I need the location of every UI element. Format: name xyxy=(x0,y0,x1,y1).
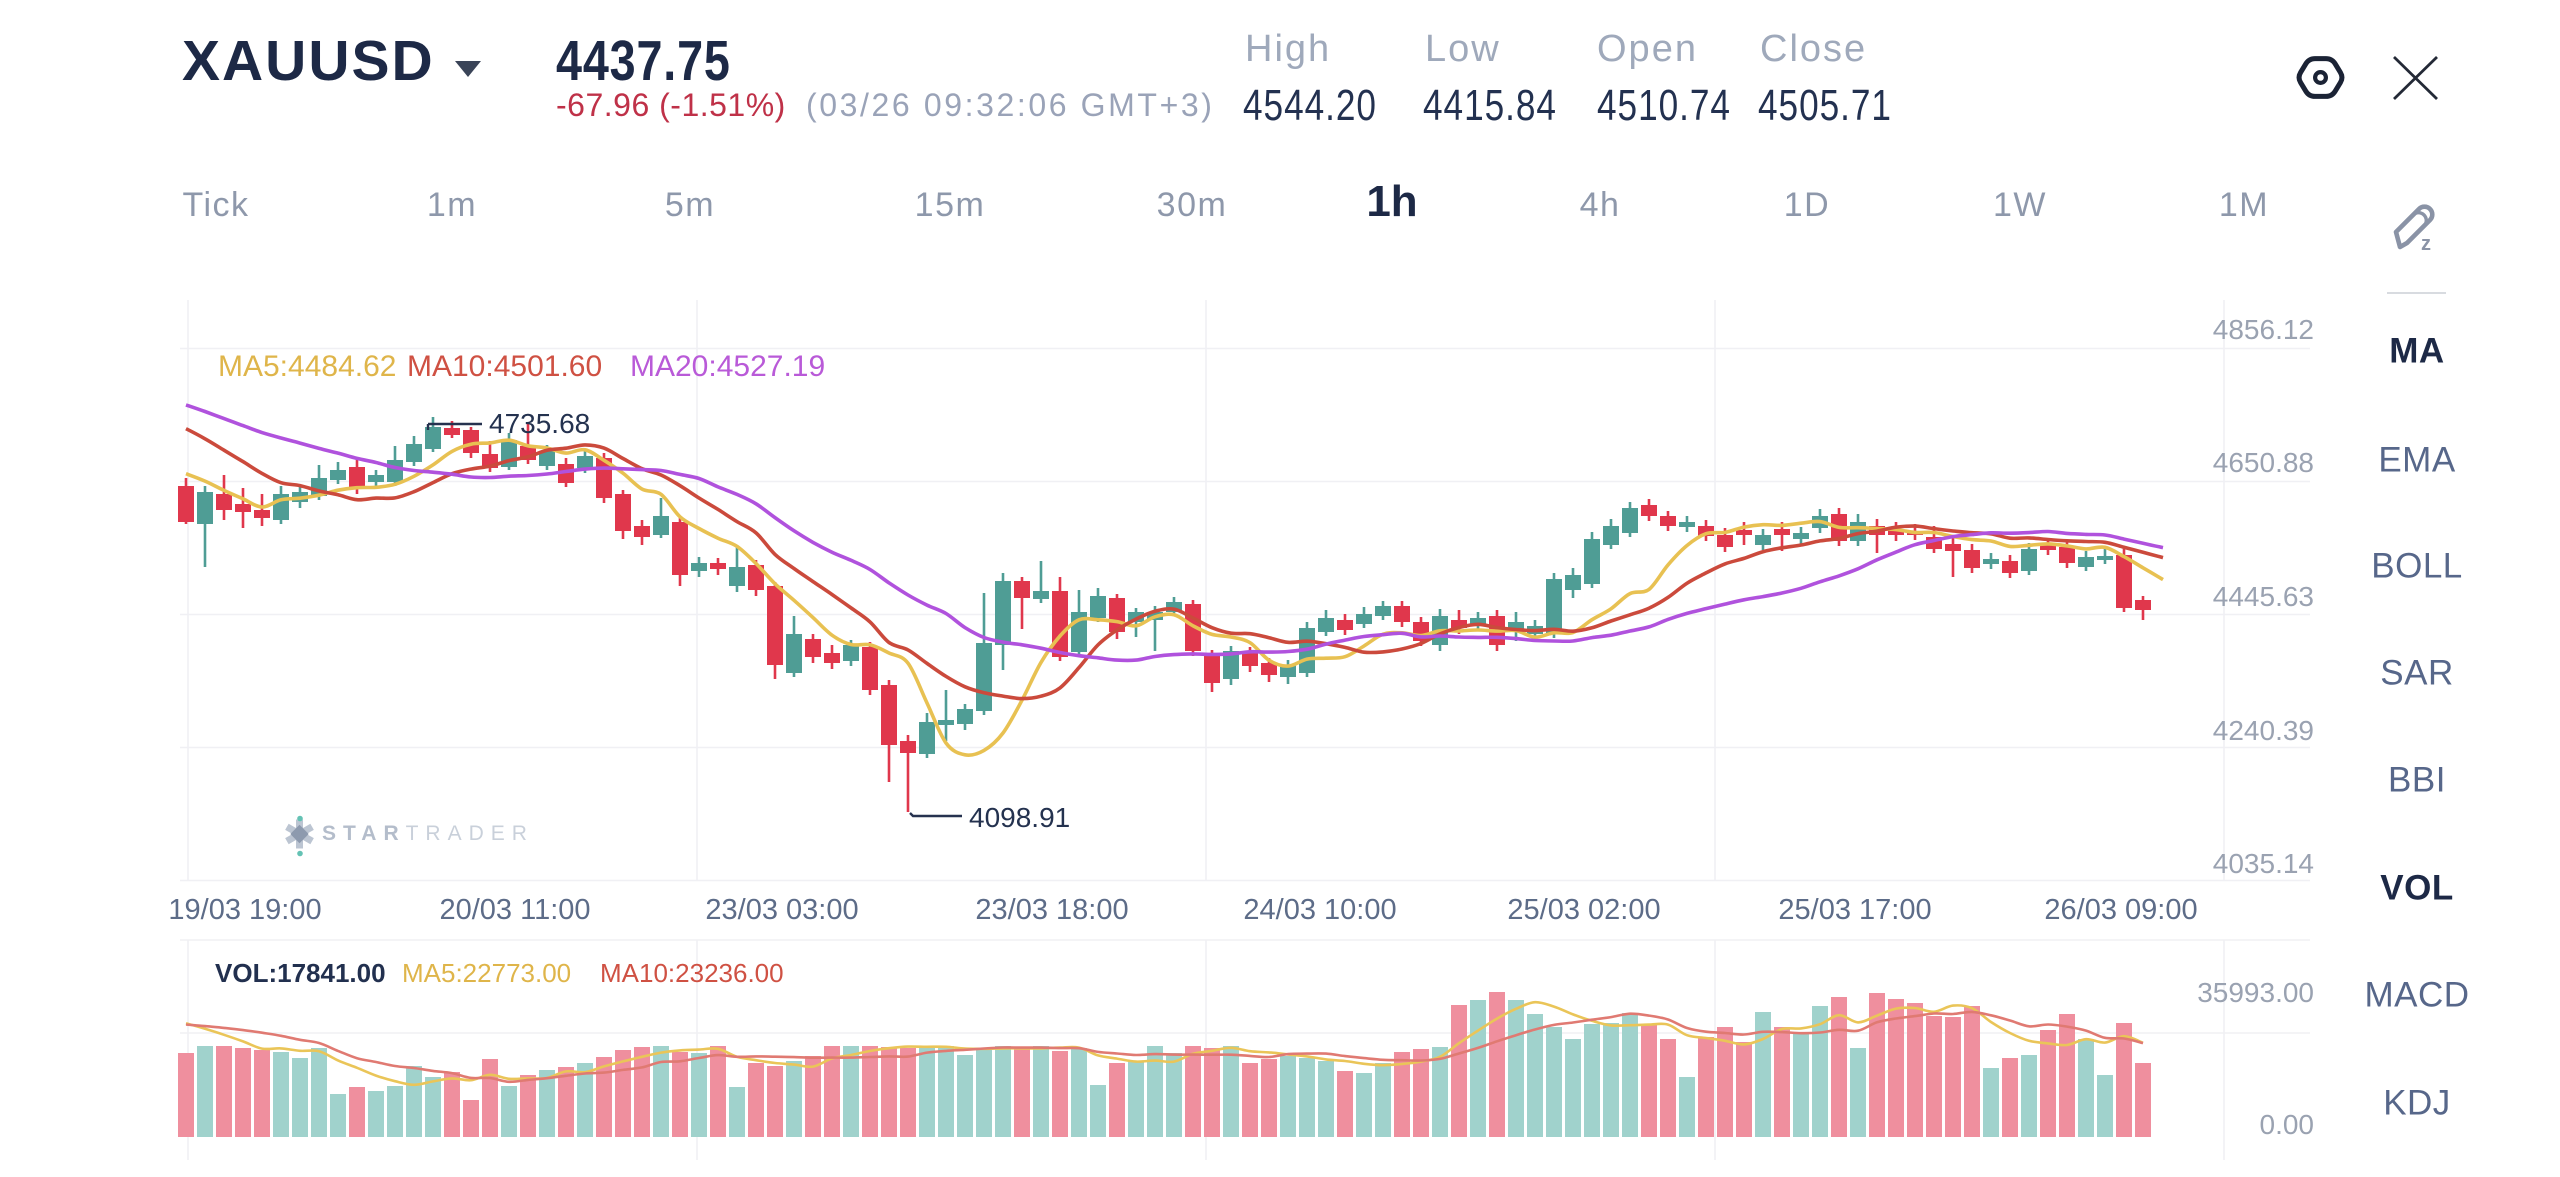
svg-text:z: z xyxy=(2421,233,2431,255)
